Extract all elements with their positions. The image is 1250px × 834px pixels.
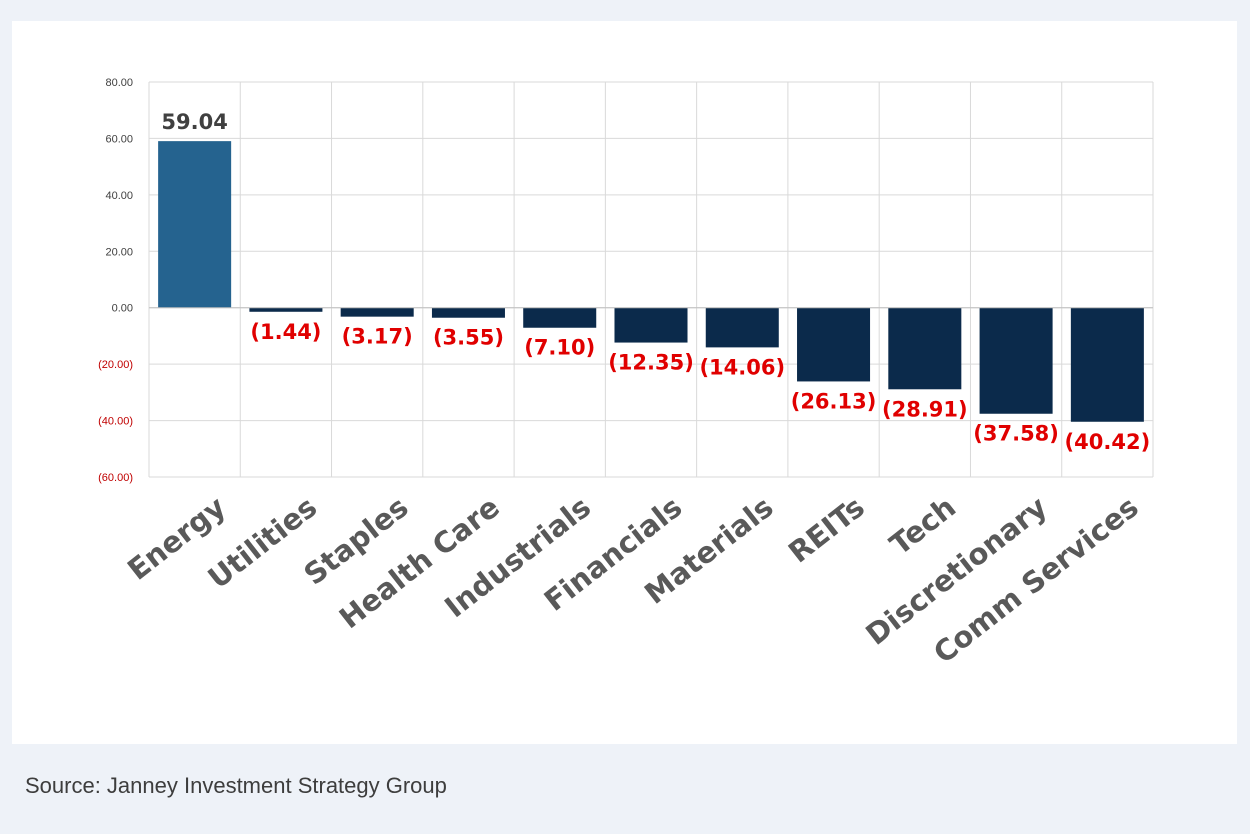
bar-utilities	[249, 307, 323, 312]
y-tick-label: 20.00	[105, 246, 133, 258]
bar-materials	[705, 307, 779, 348]
bar-discretionary	[979, 307, 1053, 414]
category-label: Health Care	[333, 490, 506, 636]
y-tick-label: 0.00	[112, 303, 133, 315]
y-tick-label: (40.00)	[98, 416, 133, 428]
category-label: REITs	[782, 490, 871, 570]
data-label: (3.55)	[433, 326, 504, 350]
data-label: 59.04	[161, 110, 227, 134]
category-label: Tech	[883, 490, 962, 562]
data-label: (14.06)	[699, 355, 785, 379]
y-tick-label: 80.00	[105, 77, 133, 89]
bar-comm-services	[1070, 307, 1144, 422]
source-note: Source: Janney Investment Strategy Group	[25, 773, 447, 798]
data-label: (3.17)	[342, 325, 413, 349]
data-label: (7.10)	[524, 336, 595, 360]
data-label: (40.42)	[1065, 430, 1151, 454]
data-label: (1.44)	[250, 320, 321, 344]
y-tick-label: (20.00)	[98, 359, 133, 371]
data-label: (37.58)	[973, 422, 1059, 446]
bar-tech	[888, 307, 962, 390]
bar-staples	[340, 307, 414, 317]
bar-industrials	[523, 307, 597, 328]
bar-energy	[158, 141, 232, 308]
bar-reits	[797, 307, 871, 382]
data-label: (26.13)	[791, 389, 877, 413]
bar-health-care	[431, 307, 505, 318]
y-tick-label: 40.00	[105, 190, 133, 202]
data-label: (12.35)	[608, 351, 694, 375]
bar-chart: 80.00 60.00 40.00 20.00 0.00 (20.00) (40.00) (6…	[98, 77, 1154, 670]
chart-card: 80.00 60.00 40.00 20.00 0.00 (20.00) (40.00) (6…	[12, 21, 1237, 744]
bar-financials	[614, 307, 688, 343]
y-tick-label: (60.00)	[98, 472, 133, 484]
y-tick-label: 60.00	[105, 133, 133, 145]
data-label: (28.91)	[882, 397, 968, 421]
